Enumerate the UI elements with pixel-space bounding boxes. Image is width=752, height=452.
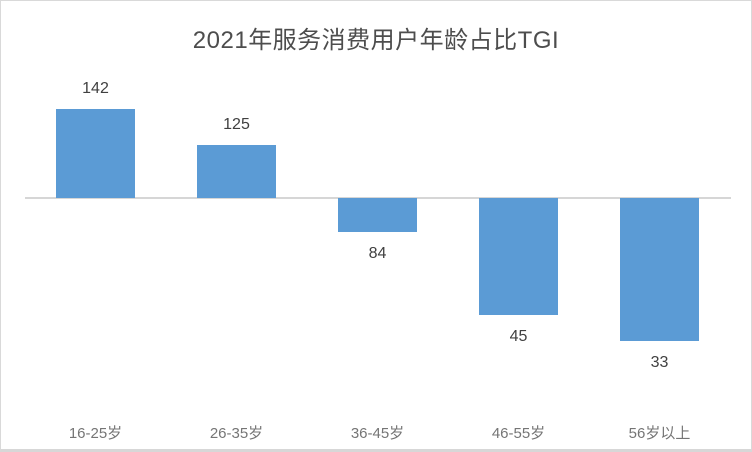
bar-46-55岁 xyxy=(479,198,558,316)
bar-value-label: 45 xyxy=(509,328,528,346)
bar-36-45岁 xyxy=(338,198,417,233)
bar-value-label: 142 xyxy=(82,79,109,97)
bar-value-label: 125 xyxy=(223,115,250,133)
x-axis-category-label: 56岁以上 xyxy=(628,425,691,442)
bar-26-35岁 xyxy=(197,144,276,198)
bar-value-label: 33 xyxy=(650,353,669,371)
bar-value-label: 84 xyxy=(368,245,387,263)
x-axis-category-label: 46-55岁 xyxy=(491,425,546,442)
x-axis-category-label: 16-25岁 xyxy=(68,425,123,442)
x-axis-category-label: 26-35岁 xyxy=(209,425,264,442)
x-axis-category-label: 36-45岁 xyxy=(350,425,405,442)
bar-56岁以上 xyxy=(620,198,699,341)
bar-16-25岁 xyxy=(56,108,135,198)
chart-title: 2021年服务消费用户年龄占比TGI xyxy=(192,27,560,54)
